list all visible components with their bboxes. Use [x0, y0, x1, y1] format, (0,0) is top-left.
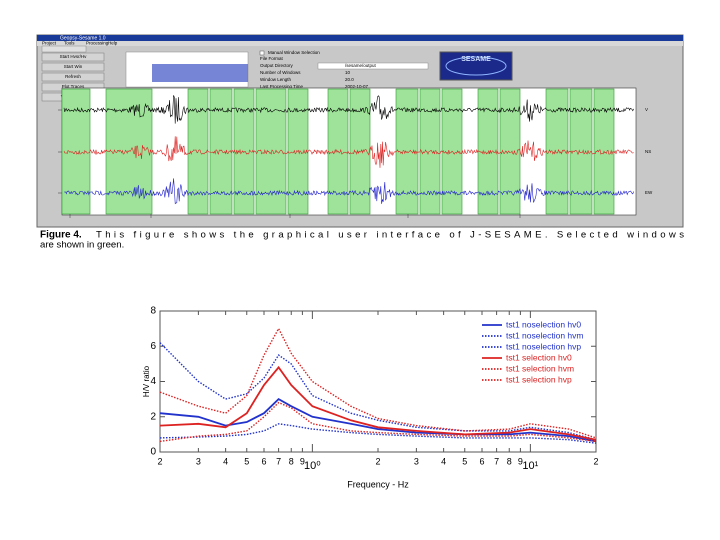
field-label: Output Directory: [260, 63, 294, 68]
y-tick-label: 6: [150, 341, 156, 352]
caption-label: Figure 4.: [40, 230, 82, 241]
selected-window: [545, 88, 569, 215]
field-value: /sesame/output: [345, 63, 377, 68]
button-label: Start Win: [64, 64, 83, 69]
toolbar: [41, 45, 87, 53]
field-value: 2002-10-07: [345, 84, 369, 89]
x-tick-label: 8: [289, 456, 294, 466]
button-label: Start Hvsr/Hv: [60, 54, 88, 59]
trace-label: EW: [645, 190, 653, 195]
field-value: 10: [345, 70, 351, 75]
menu-item: Project: [42, 41, 57, 46]
y-tick-label: 4: [150, 376, 156, 387]
y-tick-label: 8: [150, 306, 156, 317]
legend-label: tst1 noselection hvp: [506, 341, 581, 351]
button[interactable]: [41, 72, 105, 82]
field-box: [317, 62, 429, 70]
y-axis-label: H/V ratio: [142, 365, 151, 397]
x-tick-label: 4: [223, 456, 228, 466]
x-axis-label: Frequency - Hz: [347, 479, 409, 489]
logo-text: SESAME: [461, 56, 491, 63]
series-line: [159, 423, 597, 444]
x-tick-label: 8: [507, 456, 512, 466]
button-label: Refresh: [65, 74, 81, 79]
waveforms: V NS EW: [58, 95, 653, 218]
trace: [63, 95, 634, 124]
file-list-selection: [152, 64, 248, 82]
x-tick-label: 6: [262, 456, 267, 466]
field-label: File Format: [260, 56, 284, 61]
x-tick-label: 9: [518, 456, 523, 466]
x-tick-label: 7: [494, 456, 499, 466]
x-tick-label: 10⁰: [304, 460, 321, 472]
series-line: [159, 365, 597, 441]
field-label: Last Processing Time: [260, 84, 304, 89]
series-line: [159, 401, 597, 443]
legend-label: tst1 noselection hv0: [506, 319, 581, 329]
x-tick-label: 2: [593, 456, 598, 466]
menu-item: Tools: [64, 41, 75, 46]
trace-label: NS: [645, 149, 651, 154]
x-tick-label: 5: [462, 456, 467, 466]
trace: [63, 136, 634, 168]
x-tick-label: 5: [244, 456, 249, 466]
menu-bar: [37, 41, 683, 46]
button[interactable]: [41, 62, 105, 72]
selected-window: [209, 88, 233, 215]
x-tick-label: 7: [276, 456, 281, 466]
x-tick-label: 3: [196, 456, 201, 466]
x-tick-label: 9: [300, 456, 305, 466]
window-title: Geopsy-Sesame 1.0: [60, 35, 106, 41]
caption-line-2: are shown in green.: [40, 240, 124, 251]
field-label: Window Length: [260, 77, 292, 82]
x-tick-label: 6: [480, 456, 485, 466]
field-label: Number of Windows: [260, 70, 301, 75]
button[interactable]: [41, 52, 105, 62]
caption-line-1: This figure shows the graphical user int…: [96, 230, 684, 241]
x-tick-label: 2: [157, 456, 162, 466]
gui-content: Project Tools Processing Help Start Hvsr/Hv S…: [41, 41, 429, 102]
button-label: Plot Traces: [62, 84, 85, 89]
checkbox-label: Manual Window Selection: [268, 50, 320, 55]
selected-window: [287, 88, 309, 215]
legend-box: [480, 318, 590, 388]
x-tick-label: 10¹: [522, 460, 538, 472]
menu-item: Help: [108, 41, 118, 46]
x-tick-label: 2: [375, 456, 380, 466]
legend-label: tst1 noselection hvm: [506, 330, 583, 340]
trace-label: V: [645, 107, 648, 112]
legend-label: tst1 selection hvp: [506, 374, 572, 384]
selected-window: [255, 88, 287, 215]
checkbox[interactable]: [259, 50, 265, 56]
trace: [64, 178, 634, 205]
selected-window: [349, 88, 371, 215]
y-tick-label: 2: [150, 411, 156, 422]
legend-label: tst1 selection hvm: [506, 363, 574, 373]
x-tick-label: 3: [414, 456, 419, 466]
series-line: [159, 397, 597, 443]
title-bar: [37, 35, 683, 41]
y-tick-label: 0: [150, 447, 156, 458]
legend-label: tst1 selection hv0: [506, 352, 572, 362]
x-tick-label: 4: [441, 456, 446, 466]
menu-item: Processing: [86, 41, 109, 46]
logo-ring: [445, 56, 507, 76]
field-value: 20.0: [345, 77, 354, 82]
